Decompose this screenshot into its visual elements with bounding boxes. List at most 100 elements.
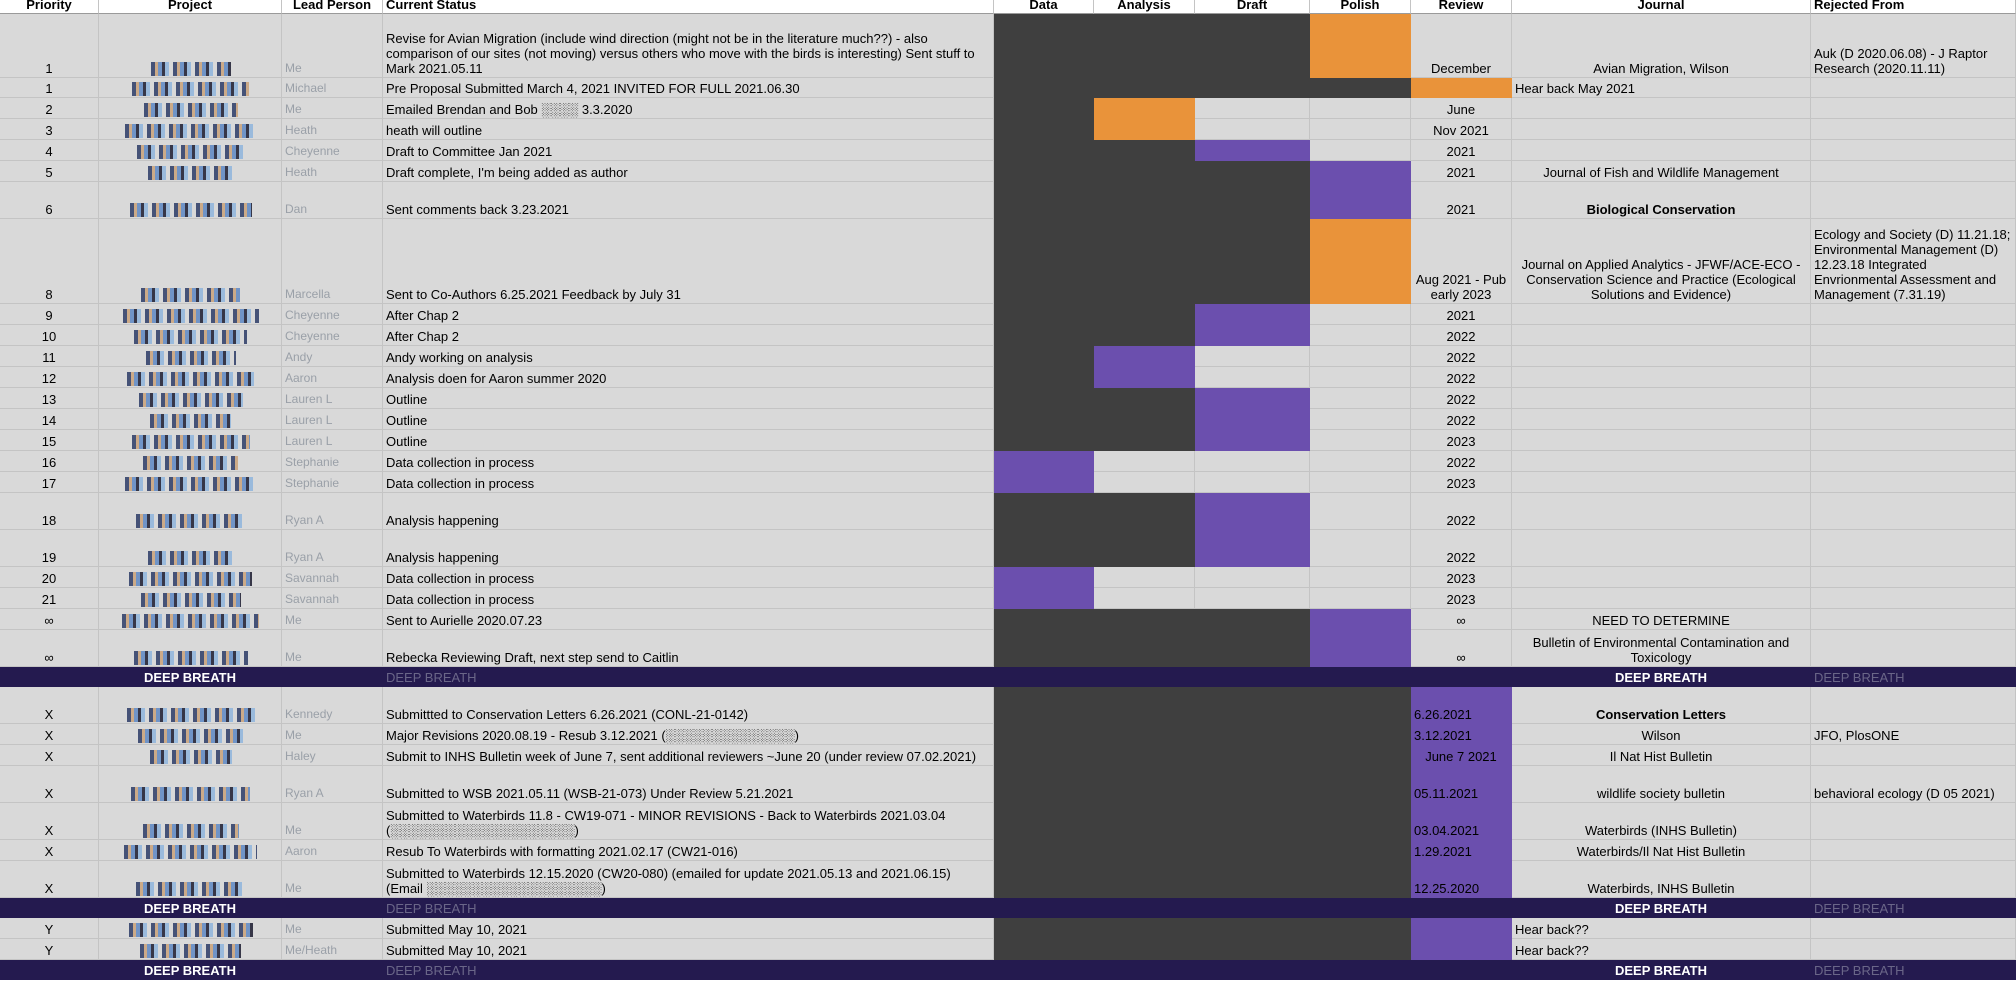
- analysis-stage-cell[interactable]: [1094, 724, 1195, 745]
- separator-cell[interactable]: [1411, 960, 1512, 980]
- data-stage-cell[interactable]: [994, 687, 1094, 724]
- journal-cell[interactable]: [1512, 304, 1811, 325]
- separator-cell[interactable]: [1411, 667, 1512, 687]
- polish-stage-cell[interactable]: [1310, 687, 1411, 724]
- review-cell[interactable]: 3.12.2021: [1411, 724, 1512, 745]
- header-lead-person[interactable]: Lead Person: [282, 0, 383, 14]
- lead-person-cell[interactable]: Kennedy: [282, 687, 383, 724]
- review-cell[interactable]: 2022: [1411, 325, 1512, 346]
- data-stage-cell[interactable]: [994, 161, 1094, 182]
- current-status-cell[interactable]: Pre Proposal Submitted March 4, 2021 INV…: [383, 78, 994, 98]
- separator-label[interactable]: DEEP BREATH: [383, 898, 994, 918]
- current-status-cell[interactable]: Submittted to Conservation Letters 6.26.…: [383, 687, 994, 724]
- header-project[interactable]: Project: [99, 0, 282, 14]
- polish-stage-cell[interactable]: [1310, 745, 1411, 766]
- data-stage-cell[interactable]: [994, 630, 1094, 667]
- rejected-from-cell[interactable]: [1811, 388, 2016, 409]
- separator-cell[interactable]: [0, 960, 99, 980]
- separator-cell[interactable]: [1094, 960, 1195, 980]
- priority-cell[interactable]: 14: [0, 409, 99, 430]
- review-cell[interactable]: 2021: [1411, 140, 1512, 161]
- data-stage-cell[interactable]: [994, 304, 1094, 325]
- priority-cell[interactable]: 17: [0, 472, 99, 493]
- lead-person-cell[interactable]: Ryan A: [282, 530, 383, 567]
- separator-cell[interactable]: [994, 898, 1094, 918]
- rejected-from-cell[interactable]: [1811, 493, 2016, 530]
- priority-cell[interactable]: X: [0, 861, 99, 898]
- journal-cell[interactable]: wildlife society bulletin: [1512, 766, 1811, 803]
- review-cell[interactable]: [1411, 78, 1512, 98]
- header-current-status[interactable]: Current Status: [383, 0, 994, 14]
- priority-cell[interactable]: 20: [0, 567, 99, 588]
- lead-person-cell[interactable]: Savannah: [282, 567, 383, 588]
- data-stage-cell[interactable]: [994, 78, 1094, 98]
- data-stage-cell[interactable]: [994, 567, 1094, 588]
- current-status-cell[interactable]: Emailed Brendan and Bob ░░░░ 3.3.2020: [383, 98, 994, 119]
- journal-cell[interactable]: [1512, 588, 1811, 609]
- separator-cell[interactable]: [1195, 898, 1310, 918]
- review-cell[interactable]: Nov 2021: [1411, 119, 1512, 140]
- lead-person-cell[interactable]: Dan: [282, 182, 383, 219]
- analysis-stage-cell[interactable]: [1094, 14, 1195, 78]
- analysis-stage-cell[interactable]: [1094, 98, 1195, 119]
- separator-label[interactable]: DEEP BREATH: [1512, 667, 1811, 687]
- journal-cell[interactable]: [1512, 388, 1811, 409]
- polish-stage-cell[interactable]: [1310, 803, 1411, 840]
- priority-cell[interactable]: X: [0, 687, 99, 724]
- data-stage-cell[interactable]: [994, 766, 1094, 803]
- separator-cell[interactable]: [0, 898, 99, 918]
- rejected-from-cell[interactable]: [1811, 98, 2016, 119]
- analysis-stage-cell[interactable]: [1094, 472, 1195, 493]
- current-status-cell[interactable]: Revise for Avian Migration (include wind…: [383, 14, 994, 78]
- draft-stage-cell[interactable]: [1195, 766, 1310, 803]
- data-stage-cell[interactable]: [994, 182, 1094, 219]
- priority-cell[interactable]: 6: [0, 182, 99, 219]
- draft-stage-cell[interactable]: [1195, 325, 1310, 346]
- separator-label[interactable]: DEEP BREATH: [99, 960, 282, 980]
- data-stage-cell[interactable]: [994, 367, 1094, 388]
- rejected-from-cell[interactable]: [1811, 367, 2016, 388]
- rejected-from-cell[interactable]: [1811, 530, 2016, 567]
- priority-cell[interactable]: 18: [0, 493, 99, 530]
- journal-cell[interactable]: Waterbirds/Il Nat Hist Bulletin: [1512, 840, 1811, 861]
- review-cell[interactable]: 12.25.2020: [1411, 861, 1512, 898]
- separator-label[interactable]: DEEP BREATH: [383, 960, 994, 980]
- journal-cell[interactable]: [1512, 567, 1811, 588]
- lead-person-cell[interactable]: Ryan A: [282, 493, 383, 530]
- priority-cell[interactable]: Y: [0, 939, 99, 960]
- journal-cell[interactable]: [1512, 493, 1811, 530]
- analysis-stage-cell[interactable]: [1094, 630, 1195, 667]
- draft-stage-cell[interactable]: [1195, 687, 1310, 724]
- data-stage-cell[interactable]: [994, 609, 1094, 630]
- review-cell[interactable]: 2022: [1411, 367, 1512, 388]
- polish-stage-cell[interactable]: [1310, 219, 1411, 304]
- analysis-stage-cell[interactable]: [1094, 840, 1195, 861]
- lead-person-cell[interactable]: Me/Heath: [282, 939, 383, 960]
- analysis-stage-cell[interactable]: [1094, 803, 1195, 840]
- data-stage-cell[interactable]: [994, 472, 1094, 493]
- lead-person-cell[interactable]: Lauren L: [282, 409, 383, 430]
- data-stage-cell[interactable]: [994, 939, 1094, 960]
- draft-stage-cell[interactable]: [1195, 119, 1310, 140]
- data-stage-cell[interactable]: [994, 219, 1094, 304]
- polish-stage-cell[interactable]: [1310, 119, 1411, 140]
- polish-stage-cell[interactable]: [1310, 409, 1411, 430]
- review-cell[interactable]: 2021: [1411, 161, 1512, 182]
- review-cell[interactable]: June 7 2021: [1411, 745, 1512, 766]
- separator-label[interactable]: DEEP BREATH: [99, 667, 282, 687]
- lead-person-cell[interactable]: Me: [282, 861, 383, 898]
- review-cell[interactable]: 2022: [1411, 409, 1512, 430]
- review-cell[interactable]: December: [1411, 14, 1512, 78]
- lead-person-cell[interactable]: Ryan A: [282, 766, 383, 803]
- lead-person-cell[interactable]: Andy: [282, 346, 383, 367]
- data-stage-cell[interactable]: [994, 140, 1094, 161]
- rejected-from-cell[interactable]: [1811, 939, 2016, 960]
- separator-cell[interactable]: [1411, 898, 1512, 918]
- draft-stage-cell[interactable]: [1195, 388, 1310, 409]
- draft-stage-cell[interactable]: [1195, 609, 1310, 630]
- draft-stage-cell[interactable]: [1195, 493, 1310, 530]
- rejected-from-cell[interactable]: [1811, 304, 2016, 325]
- lead-person-cell[interactable]: Me: [282, 630, 383, 667]
- separator-cell[interactable]: [282, 898, 383, 918]
- review-cell[interactable]: 2023: [1411, 430, 1512, 451]
